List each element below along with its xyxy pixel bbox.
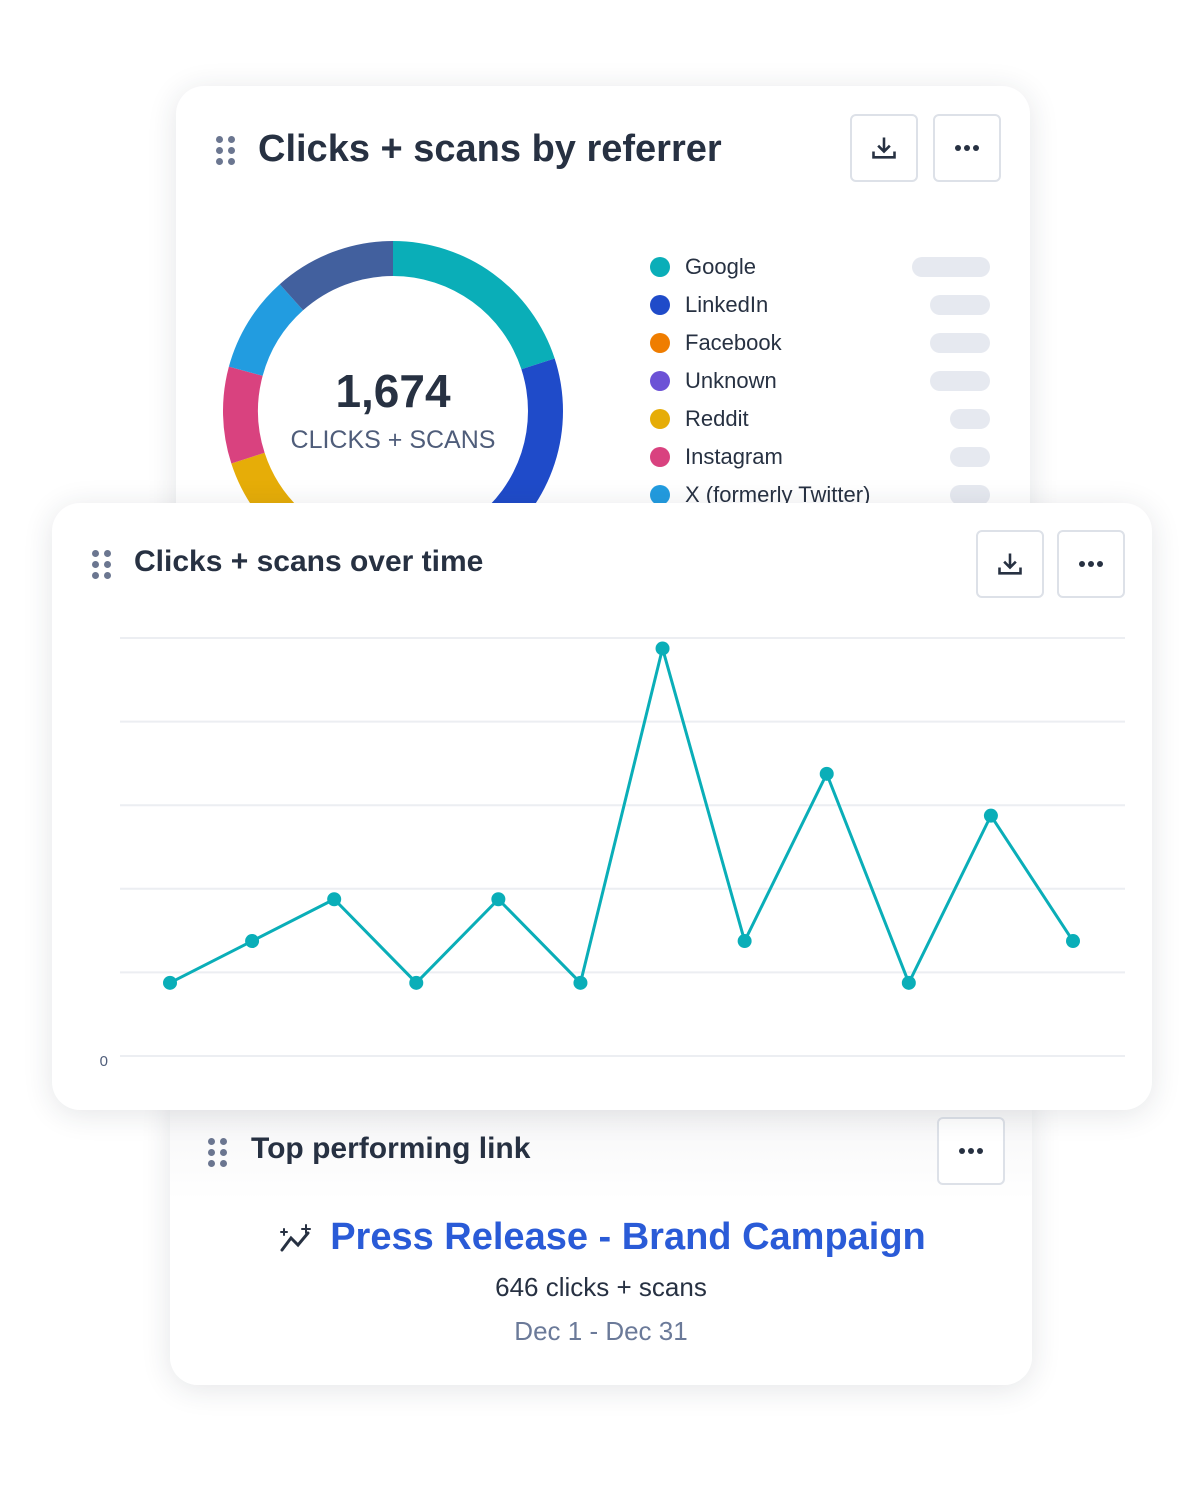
y-tick-label: 0 — [100, 1053, 108, 1070]
data-point[interactable] — [983, 808, 998, 823]
legend-label: Unknown — [685, 368, 777, 393]
legend-label: Facebook — [685, 330, 782, 355]
data-point[interactable] — [737, 934, 752, 949]
legend-item: X (formerly Twitter) — [650, 480, 870, 510]
total-label: CLICKS + SCANS — [290, 426, 496, 454]
time-card: Clicks + scans over time 0 — [52, 503, 1152, 1110]
more-horizontal-icon — [955, 145, 979, 151]
legend-dot — [650, 447, 670, 467]
total-value: 1,674 — [335, 365, 451, 417]
legend-dot — [650, 371, 670, 391]
data-point[interactable] — [245, 934, 260, 949]
sparkle-trend-icon — [280, 1223, 312, 1251]
line-chart: 0 — [100, 637, 1125, 1070]
download-button[interactable] — [976, 530, 1044, 598]
card-title: Top performing link — [251, 1132, 531, 1165]
legend-item: LinkedIn — [650, 290, 768, 320]
data-point[interactable] — [901, 975, 916, 990]
link-count: 646 clicks + scans — [495, 1272, 707, 1302]
legend-label: LinkedIn — [685, 292, 769, 317]
legend-value-placeholder — [950, 409, 990, 429]
legend-label: Instagram — [685, 444, 783, 469]
legend-item: Facebook — [650, 328, 782, 358]
download-icon — [998, 553, 1022, 575]
legend-value-placeholder — [930, 333, 990, 353]
legend-dot — [650, 295, 670, 315]
donut-slice[interactable] — [228, 284, 304, 376]
legend-item: Instagram — [650, 442, 783, 472]
top-link-card: Top performing link Press Release - Bran… — [170, 1080, 1032, 1385]
data-point[interactable] — [409, 975, 424, 990]
data-point[interactable] — [491, 892, 506, 907]
data-point[interactable] — [819, 766, 834, 781]
more-button[interactable] — [937, 1117, 1005, 1185]
donut-slice[interactable] — [279, 241, 393, 311]
data-point[interactable] — [573, 975, 588, 990]
legend-item: Reddit — [650, 404, 749, 434]
more-button[interactable] — [1057, 530, 1125, 598]
legend-item: Unknown — [650, 366, 777, 396]
legend-item: Google — [650, 252, 756, 282]
download-button[interactable] — [850, 114, 918, 182]
top-link[interactable]: Press Release - Brand Campaign — [330, 1216, 926, 1258]
legend-dot — [650, 333, 670, 353]
legend-value-placeholder — [950, 485, 990, 505]
data-point[interactable] — [655, 641, 670, 656]
more-button[interactable] — [933, 114, 1001, 182]
more-horizontal-icon — [959, 1148, 983, 1154]
legend-label: Google — [685, 254, 756, 279]
legend-dot — [650, 257, 670, 277]
card-title: Clicks + scans over time — [134, 545, 484, 578]
legend-value-placeholder — [950, 447, 990, 467]
donut-slice[interactable] — [393, 241, 555, 370]
card-title: Clicks + scans by referrer — [258, 128, 722, 170]
download-icon — [872, 137, 896, 159]
series-line — [169, 642, 1075, 987]
donut-slice[interactable] — [223, 366, 265, 464]
legend-label: X (formerly Twitter) — [685, 482, 871, 507]
legend-dot — [650, 409, 670, 429]
more-horizontal-icon — [1079, 561, 1103, 567]
legend-value-placeholder — [930, 295, 990, 315]
legend-value-placeholder — [912, 257, 990, 277]
data-point[interactable] — [1066, 934, 1080, 949]
data-point[interactable] — [163, 975, 177, 990]
legend-value-placeholder — [930, 371, 990, 391]
drag-handle-icon[interactable] — [216, 136, 235, 165]
date-range: Dec 1 - Dec 31 — [514, 1316, 688, 1346]
legend-label: Reddit — [685, 406, 749, 431]
drag-handle-icon[interactable] — [208, 1138, 227, 1167]
donut-slice[interactable] — [472, 358, 563, 549]
data-point[interactable] — [327, 892, 342, 907]
legend-dot — [650, 485, 670, 505]
drag-handle-icon[interactable] — [92, 550, 111, 579]
